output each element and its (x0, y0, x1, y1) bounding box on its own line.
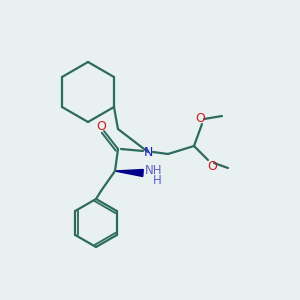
Text: O: O (195, 112, 205, 124)
Polygon shape (115, 169, 143, 176)
Text: O: O (207, 160, 217, 173)
Text: NH: NH (145, 164, 163, 178)
Text: H: H (153, 175, 161, 188)
Text: N: N (143, 146, 153, 158)
Text: O: O (96, 119, 106, 133)
